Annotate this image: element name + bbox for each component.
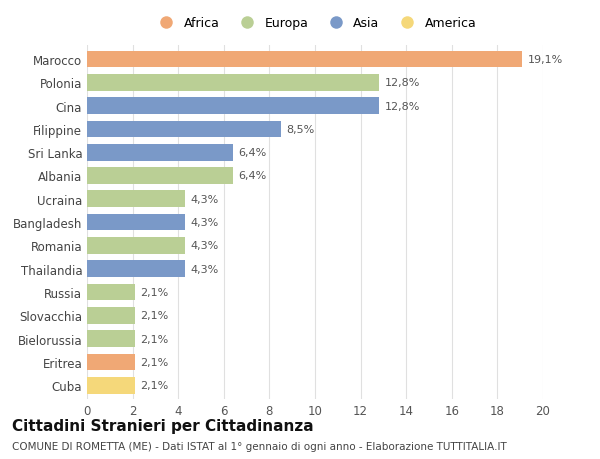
Bar [87, 284, 135, 301]
Text: 4,3%: 4,3% [191, 264, 219, 274]
Bar [87, 214, 185, 231]
Bar [87, 168, 233, 185]
Bar [87, 51, 523, 68]
Text: 4,3%: 4,3% [191, 218, 219, 228]
Bar [87, 98, 379, 115]
Bar [87, 145, 233, 161]
Text: 4,3%: 4,3% [191, 241, 219, 251]
Bar [87, 330, 135, 347]
Bar [87, 75, 379, 91]
Text: 6,4%: 6,4% [239, 171, 267, 181]
Text: 4,3%: 4,3% [191, 194, 219, 204]
Text: 6,4%: 6,4% [239, 148, 267, 158]
Text: 2,1%: 2,1% [140, 357, 169, 367]
Text: 8,5%: 8,5% [287, 124, 315, 134]
Legend: Africa, Europa, Asia, America: Africa, Europa, Asia, America [151, 15, 479, 33]
Text: 2,1%: 2,1% [140, 311, 169, 321]
Text: 2,1%: 2,1% [140, 287, 169, 297]
Text: 2,1%: 2,1% [140, 334, 169, 344]
Bar [87, 237, 185, 254]
Text: COMUNE DI ROMETTA (ME) - Dati ISTAT al 1° gennaio di ogni anno - Elaborazione TU: COMUNE DI ROMETTA (ME) - Dati ISTAT al 1… [12, 441, 507, 451]
Text: 12,8%: 12,8% [385, 78, 420, 88]
Bar [87, 261, 185, 278]
Text: 2,1%: 2,1% [140, 381, 169, 390]
Bar [87, 354, 135, 370]
Text: 12,8%: 12,8% [385, 101, 420, 112]
Bar [87, 307, 135, 324]
Bar [87, 121, 281, 138]
Text: Cittadini Stranieri per Cittadinanza: Cittadini Stranieri per Cittadinanza [12, 418, 314, 433]
Bar [87, 191, 185, 208]
Bar [87, 377, 135, 394]
Text: 19,1%: 19,1% [528, 55, 563, 65]
